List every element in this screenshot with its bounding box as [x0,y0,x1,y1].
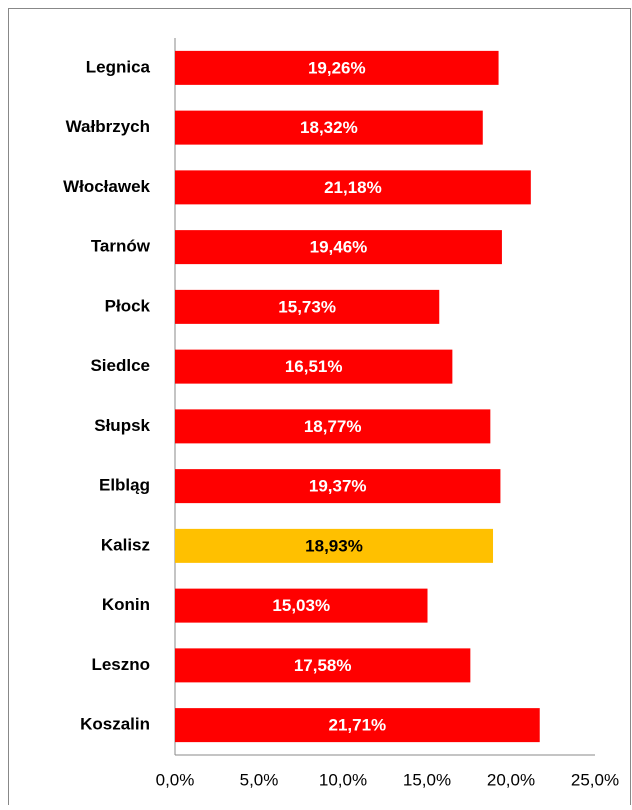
value-label: 16,51% [285,357,343,376]
y-tick-label: Siedlce [90,356,150,375]
y-tick-label: Wałbrzych [66,117,150,136]
x-tick-label: 5,0% [240,770,279,789]
value-label: 18,77% [304,417,362,436]
y-tick-label: Płock [105,296,151,315]
value-label: 19,46% [310,238,368,257]
value-label: 19,37% [309,477,367,496]
value-label: 21,18% [324,178,382,197]
value-label: 17,58% [294,656,352,675]
x-tick-label: 25,0% [571,770,619,789]
value-label: 19,26% [308,58,366,77]
bar [175,708,540,743]
value-label: 18,32% [300,118,358,137]
bar [175,469,501,504]
y-tick-label: Legnica [86,57,151,76]
bar [175,349,453,384]
bar [175,230,502,265]
bar [175,648,471,683]
y-tick-label: Kalisz [101,535,150,554]
x-tick-label: 0,0% [156,770,195,789]
value-label: 15,73% [278,297,336,316]
y-tick-label: Elbląg [99,476,150,495]
bar [175,50,499,85]
bar [175,110,483,145]
bar [175,528,494,563]
y-tick-label: Tarnów [91,237,151,256]
bar [175,409,491,444]
value-label: 18,93% [305,536,363,555]
x-tick-label: 10,0% [319,770,367,789]
bar [175,170,531,205]
y-tick-label: Leszno [91,655,150,674]
x-tick-label: 15,0% [403,770,451,789]
y-tick-label: Koszalin [80,715,150,734]
y-tick-label: Słupsk [94,416,150,435]
y-tick-label: Konin [102,595,150,614]
x-tick-label: 20,0% [487,770,535,789]
y-tick-label: Włocławek [63,177,150,196]
value-label: 15,03% [272,596,330,615]
value-label: 21,71% [329,716,387,735]
bar [175,289,440,324]
bar [175,588,428,623]
